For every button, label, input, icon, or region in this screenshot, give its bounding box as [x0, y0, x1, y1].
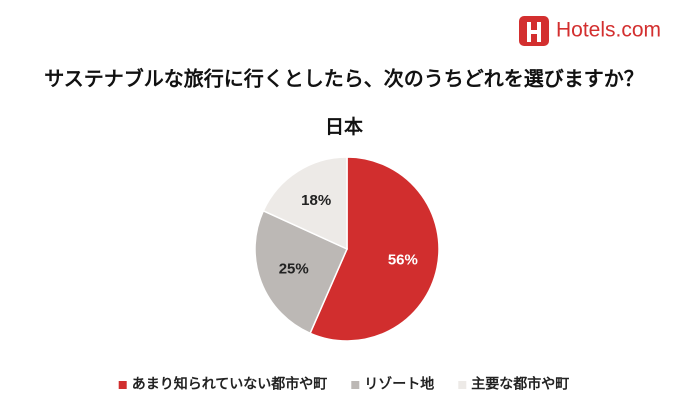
pie-slice: [262, 156, 348, 251]
logo-glyph: [527, 22, 541, 42]
legend-swatch: [351, 381, 360, 389]
legend-label: 主要な都市や町: [471, 376, 569, 392]
data-label: 18%: [301, 192, 331, 209]
legend-label: あまり知られていない都市や町: [132, 376, 328, 392]
logo: Hotels.com: [519, 16, 661, 46]
chart-title: サステナブルな旅行に行くとしたら、次のうちどれを選びますか？: [44, 66, 644, 90]
legend-swatch: [118, 381, 127, 389]
legend-label: リゾート地: [364, 376, 434, 392]
data-label: 56%: [388, 252, 418, 269]
pie-slice: [309, 156, 440, 342]
chart-subtitle: 日本: [325, 115, 363, 138]
logo-text: Hotels.com: [556, 19, 661, 42]
pie-slice: [254, 209, 348, 335]
data-label: 25%: [279, 260, 309, 277]
legend-swatch: [458, 381, 467, 389]
